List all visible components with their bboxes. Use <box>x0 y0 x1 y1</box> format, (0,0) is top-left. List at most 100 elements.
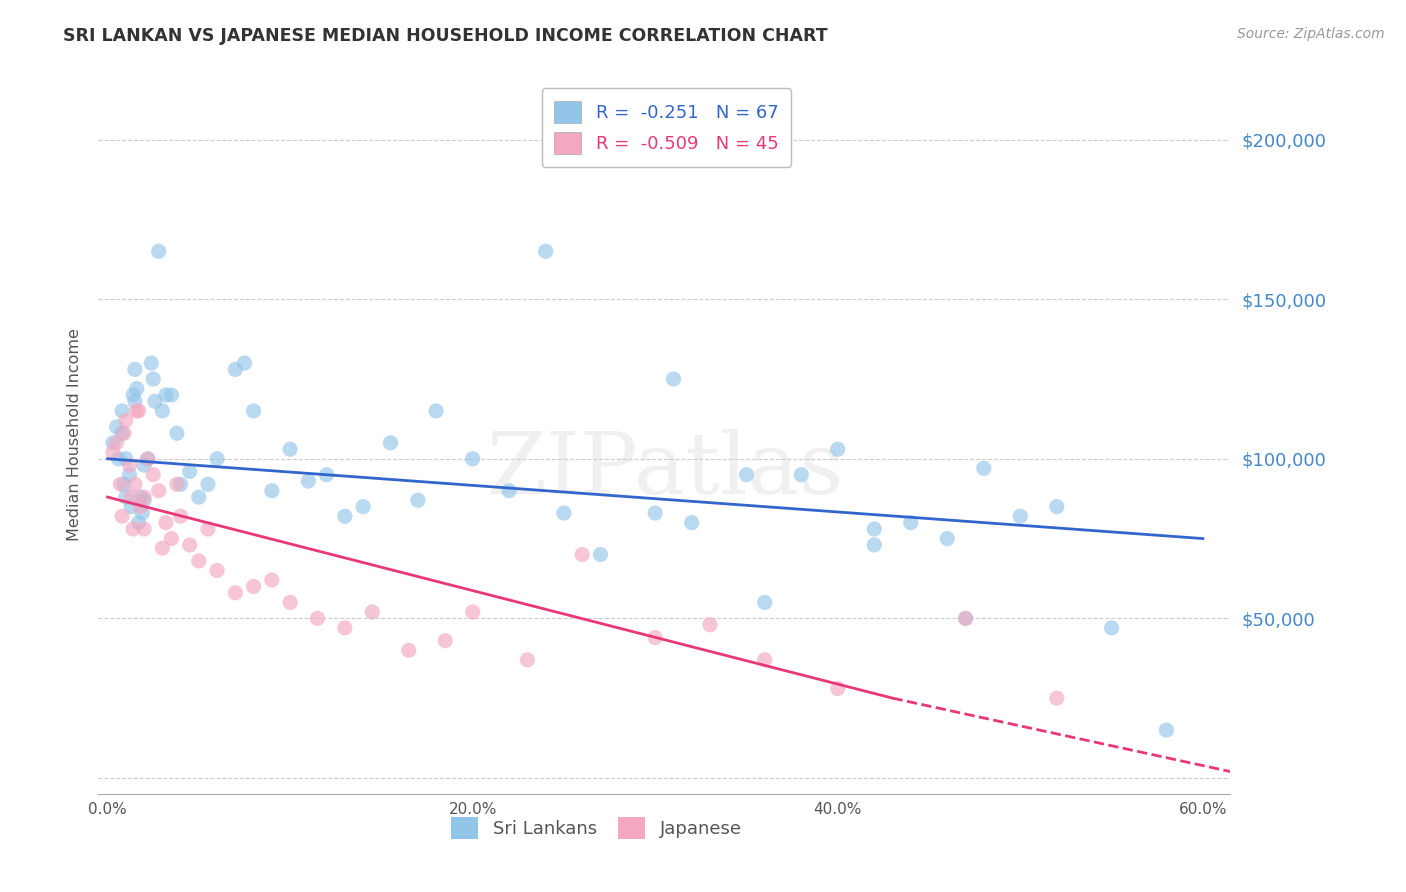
Point <box>129 490 152 504</box>
Point <box>589 548 612 562</box>
Point <box>132 493 155 508</box>
Point <box>105 435 128 450</box>
Point <box>150 541 173 556</box>
Point <box>936 532 959 546</box>
Point <box>224 362 246 376</box>
Point <box>129 500 152 514</box>
Point <box>125 382 148 396</box>
Point <box>790 467 813 482</box>
Point <box>124 394 146 409</box>
Point <box>278 595 301 609</box>
Point <box>955 611 977 625</box>
Point <box>863 522 886 536</box>
Point <box>124 477 146 491</box>
Point <box>160 388 183 402</box>
Point <box>143 394 166 409</box>
Point <box>148 483 170 498</box>
Point <box>297 474 319 488</box>
Point <box>315 467 337 482</box>
Point <box>644 506 666 520</box>
Point <box>110 477 132 491</box>
Point <box>1010 509 1032 524</box>
Point <box>1046 691 1069 706</box>
Point <box>136 451 159 466</box>
Point <box>398 643 420 657</box>
Point <box>136 451 159 466</box>
Point <box>120 500 142 514</box>
Point <box>735 467 758 482</box>
Point <box>179 465 201 479</box>
Point <box>101 445 124 459</box>
Point <box>406 493 429 508</box>
Point <box>498 483 520 498</box>
Point <box>118 458 141 472</box>
Point <box>132 458 155 472</box>
Point <box>132 490 155 504</box>
Point <box>114 490 136 504</box>
Point <box>124 362 146 376</box>
Point <box>111 404 134 418</box>
Point <box>205 564 228 578</box>
Point <box>863 538 886 552</box>
Point <box>142 372 165 386</box>
Point <box>307 611 329 625</box>
Point <box>1101 621 1123 635</box>
Point <box>166 426 188 441</box>
Point <box>169 477 191 491</box>
Point <box>516 653 538 667</box>
Point <box>242 404 264 418</box>
Point <box>155 516 177 530</box>
Point <box>197 522 219 536</box>
Point <box>224 586 246 600</box>
Point <box>132 522 155 536</box>
Point <box>1156 723 1178 737</box>
Point <box>827 681 849 696</box>
Point <box>111 426 134 441</box>
Point <box>128 516 150 530</box>
Point <box>1046 500 1069 514</box>
Text: SRI LANKAN VS JAPANESE MEDIAN HOUSEHOLD INCOME CORRELATION CHART: SRI LANKAN VS JAPANESE MEDIAN HOUSEHOLD … <box>63 27 828 45</box>
Point <box>150 404 173 418</box>
Point <box>141 356 163 370</box>
Point <box>131 506 153 520</box>
Point <box>461 605 484 619</box>
Point <box>571 548 593 562</box>
Point <box>187 554 209 568</box>
Point <box>534 244 557 259</box>
Point <box>434 633 457 648</box>
Point <box>278 442 301 457</box>
Point <box>361 605 384 619</box>
Point <box>754 653 776 667</box>
Point <box>114 451 136 466</box>
Point <box>101 435 124 450</box>
Point <box>827 442 849 457</box>
Point <box>148 244 170 259</box>
Point <box>681 516 703 530</box>
Point <box>155 388 177 402</box>
Point <box>553 506 575 520</box>
Point <box>197 477 219 491</box>
Point <box>169 509 191 524</box>
Point <box>260 573 283 587</box>
Point <box>205 451 228 466</box>
Point <box>128 404 150 418</box>
Point <box>120 490 142 504</box>
Point <box>105 420 128 434</box>
Point <box>644 631 666 645</box>
Point <box>112 477 135 491</box>
Text: ZIPatlas: ZIPatlas <box>485 429 844 512</box>
Point <box>352 500 374 514</box>
Point <box>118 467 141 482</box>
Point <box>699 617 721 632</box>
Point <box>125 404 148 418</box>
Y-axis label: Median Household Income: Median Household Income <box>66 328 82 541</box>
Point <box>260 483 283 498</box>
Point <box>160 532 183 546</box>
Point <box>242 579 264 593</box>
Point <box>112 426 135 441</box>
Point <box>187 490 209 504</box>
Point <box>122 522 145 536</box>
Text: Source: ZipAtlas.com: Source: ZipAtlas.com <box>1237 27 1385 41</box>
Point <box>973 461 995 475</box>
Point <box>107 451 129 466</box>
